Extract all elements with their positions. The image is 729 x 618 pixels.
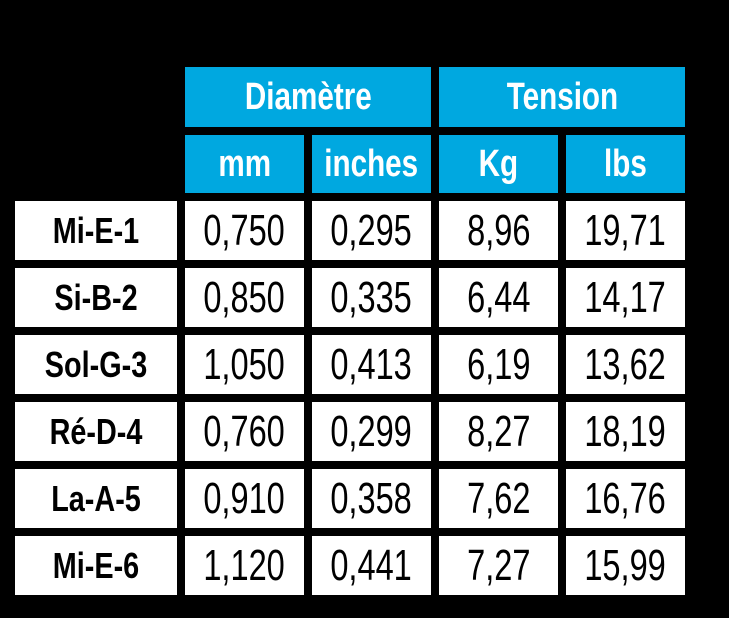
inches-value-cell: 0,335: [312, 268, 431, 327]
col-header-mm-label: mm: [218, 143, 271, 185]
kg-value: 8,27: [466, 406, 531, 456]
row-label-cell: Mi-E-1: [15, 201, 177, 260]
row-label: Mi-E-1: [52, 209, 140, 251]
row-label-cell: Ré-D-4: [15, 402, 177, 461]
row-label-cell: Sol-G-3: [15, 335, 177, 394]
col-header-inches: inches: [312, 135, 431, 193]
inches-value-cell: 0,358: [312, 469, 431, 528]
group-header-diametre-label: Diamètre: [244, 76, 372, 118]
lbs-value: 19,71: [584, 205, 667, 255]
inches-value: 0,441: [330, 540, 413, 590]
row-label-cell: La-A-5: [15, 469, 177, 528]
kg-value-cell: 7,27: [439, 536, 558, 595]
lbs-value-cell: 14,17: [566, 268, 685, 327]
mm-value: 0,850: [203, 272, 286, 322]
inches-value-cell: 0,295: [312, 201, 431, 260]
mm-value-cell: 1,120: [185, 536, 304, 595]
mm-value: 0,750: [203, 205, 286, 255]
kg-value: 8,96: [466, 205, 531, 255]
row-label-cell: Si-B-2: [15, 268, 177, 327]
mm-value-cell: 1,050: [185, 335, 304, 394]
mm-value-cell: 0,850: [185, 268, 304, 327]
corner-spacer: [15, 135, 177, 193]
kg-value: 7,62: [466, 473, 531, 523]
kg-value-cell: 6,19: [439, 335, 558, 394]
inches-value: 0,358: [330, 473, 413, 523]
lbs-value: 16,76: [584, 473, 667, 523]
kg-value: 6,19: [466, 339, 531, 389]
lbs-value: 15,99: [584, 540, 667, 590]
lbs-value-cell: 13,62: [566, 335, 685, 394]
inches-value-cell: 0,413: [312, 335, 431, 394]
group-header-tension: Tension: [439, 67, 685, 127]
col-header-lbs: lbs: [566, 135, 685, 193]
inches-value: 0,299: [330, 406, 413, 456]
row-label: La-A-5: [51, 477, 141, 519]
kg-value: 7,27: [466, 540, 531, 590]
kg-value-cell: 7,62: [439, 469, 558, 528]
inches-value-cell: 0,299: [312, 402, 431, 461]
col-header-inches-label: inches: [324, 143, 419, 185]
col-header-kg-label: Kg: [478, 143, 519, 185]
row-label: Sol-G-3: [44, 343, 148, 385]
kg-value-cell: 8,96: [439, 201, 558, 260]
col-header-kg: Kg: [439, 135, 558, 193]
lbs-value-cell: 19,71: [566, 201, 685, 260]
string-spec-table: Diamètre Tension mm inches Kg lbs: [15, 67, 685, 595]
kg-value-cell: 6,44: [439, 268, 558, 327]
col-header-lbs-label: lbs: [604, 143, 647, 185]
group-header-tension-label: Tension: [506, 76, 618, 118]
inches-value: 0,413: [330, 339, 413, 389]
corner-spacer: [15, 67, 177, 127]
lbs-value-cell: 16,76: [566, 469, 685, 528]
mm-value: 0,910: [203, 473, 286, 523]
mm-value-cell: 0,750: [185, 201, 304, 260]
inches-value: 0,295: [330, 205, 413, 255]
col-header-mm: mm: [185, 135, 304, 193]
inches-value: 0,335: [330, 272, 413, 322]
kg-value-cell: 8,27: [439, 402, 558, 461]
row-label-cell: Mi-E-6: [15, 536, 177, 595]
lbs-value-cell: 15,99: [566, 536, 685, 595]
mm-value: 0,760: [203, 406, 286, 456]
lbs-value: 13,62: [584, 339, 667, 389]
mm-value-cell: 0,910: [185, 469, 304, 528]
row-label: Mi-E-6: [52, 544, 140, 586]
row-label: Si-B-2: [54, 276, 138, 318]
kg-value: 6,44: [466, 272, 531, 322]
lbs-value-cell: 18,19: [566, 402, 685, 461]
lbs-value: 18,19: [584, 406, 667, 456]
row-label: Ré-D-4: [49, 410, 143, 452]
group-header-diametre: Diamètre: [185, 67, 431, 127]
mm-value: 1,050: [203, 339, 286, 389]
lbs-value: 14,17: [584, 272, 667, 322]
mm-value: 1,120: [203, 540, 286, 590]
mm-value-cell: 0,760: [185, 402, 304, 461]
inches-value-cell: 0,441: [312, 536, 431, 595]
